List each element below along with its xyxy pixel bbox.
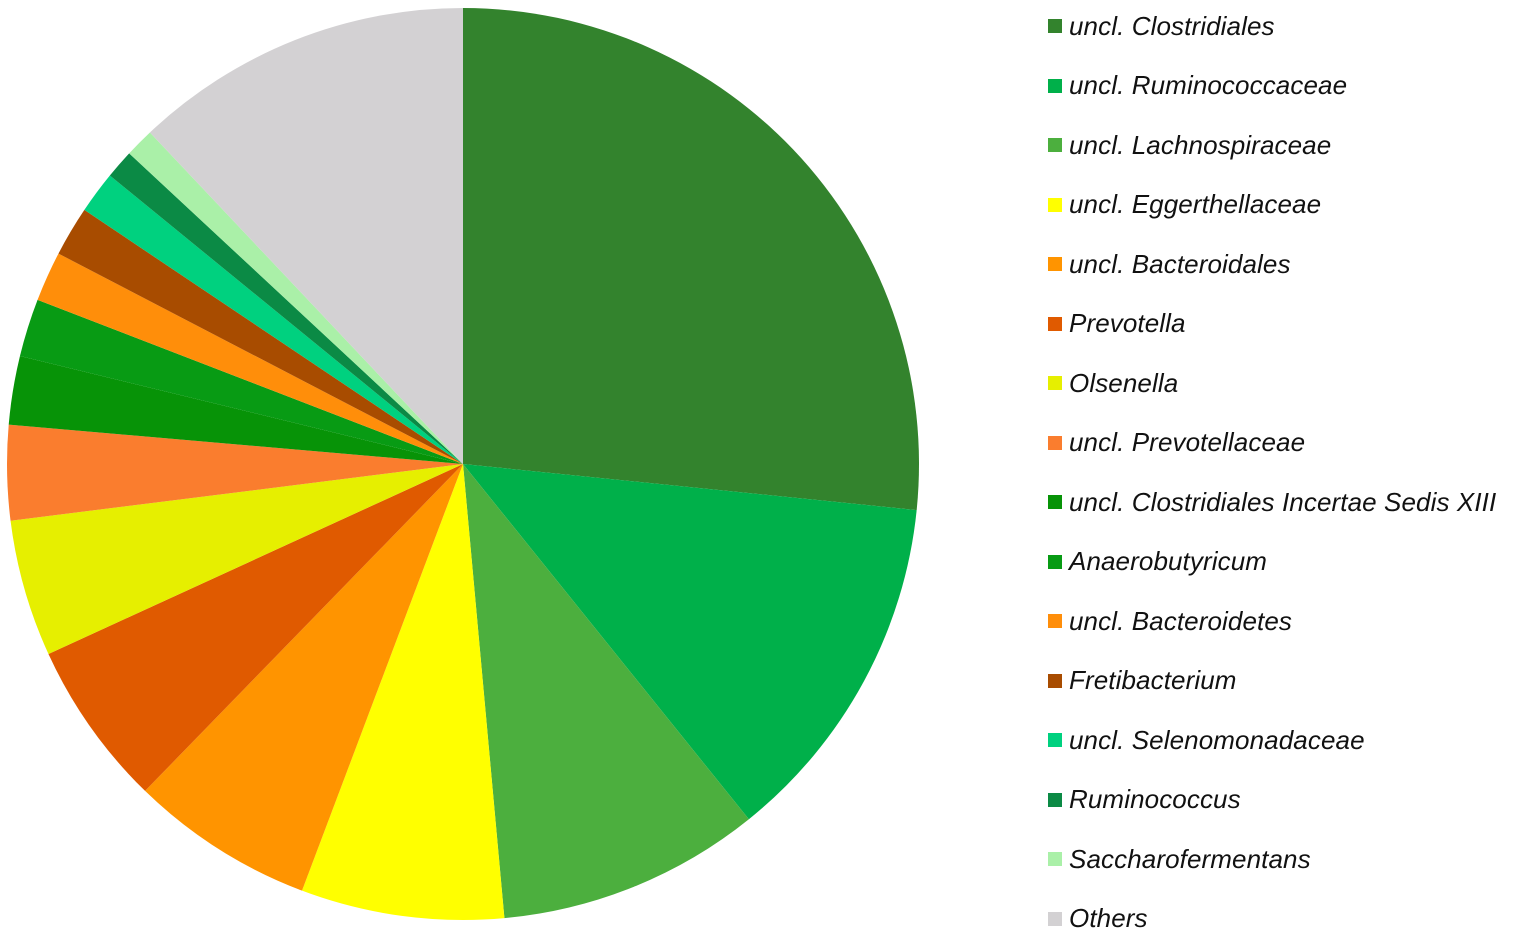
legend: uncl. Clostridiales uncl. Ruminococcaceae… xyxy=(1048,6,1535,933)
pie-slice-6 xyxy=(10,464,463,654)
legend-label: Others xyxy=(1069,903,1148,933)
legend-item: uncl. Prevotellaceae xyxy=(1048,423,1305,463)
pie-slice-7 xyxy=(7,424,464,521)
legend-item: uncl. Clostridiales Incertae Sedis XIII xyxy=(1048,482,1496,522)
legend-item: uncl. Selenomonadaceae xyxy=(1048,720,1365,760)
legend-item: Others xyxy=(1048,899,1148,939)
legend-swatch xyxy=(1048,852,1062,866)
legend-item: Anaerobutyricum xyxy=(1048,542,1267,582)
legend-swatch xyxy=(1048,733,1062,747)
legend-item: Fretibacterium xyxy=(1048,661,1237,701)
pie-slice-15 xyxy=(149,7,463,464)
legend-item: uncl. Ruminococcaceae xyxy=(1048,66,1347,106)
pie-slice-13 xyxy=(109,153,463,464)
legend-swatch xyxy=(1048,316,1062,331)
legend-label: Anaerobutyricum xyxy=(1069,546,1268,576)
legend-item: Olsenella xyxy=(1048,363,1178,403)
legend-label: Ruminococcus xyxy=(1069,784,1241,814)
legend-item: Saccharofermentans xyxy=(1048,839,1311,879)
legend-item: uncl. Lachnospiraceae xyxy=(1048,125,1331,165)
pie-slice-4 xyxy=(145,464,463,891)
legend-swatch xyxy=(1048,257,1062,271)
pie-slice-8 xyxy=(8,356,464,464)
legend-swatch xyxy=(1048,614,1062,628)
legend-swatch xyxy=(1048,495,1062,509)
legend-swatch xyxy=(1048,911,1062,926)
legend-label: uncl. Clostridiales Incertae Sedis XIII xyxy=(1069,486,1497,517)
legend-swatch xyxy=(1048,138,1062,152)
pie-slice-0 xyxy=(463,8,920,511)
pie-slice-10 xyxy=(37,253,464,464)
pie-slice-3 xyxy=(302,464,505,921)
legend-label: uncl. Ruminococcaceae xyxy=(1069,70,1348,100)
legend-item: uncl. Clostridiales xyxy=(1048,6,1275,46)
legend-label: Saccharofermentans xyxy=(1069,843,1311,874)
legend-swatch xyxy=(1048,554,1062,569)
legend-item: Prevotella xyxy=(1048,304,1186,344)
pie-slice-5 xyxy=(48,464,464,791)
legend-label: uncl. Eggerthellaceae xyxy=(1069,189,1322,219)
pie-slice-14 xyxy=(129,132,463,464)
legend-label: uncl. Lachnospiraceae xyxy=(1069,129,1332,160)
legend-swatch xyxy=(1048,197,1062,212)
legend-swatch xyxy=(1048,19,1062,33)
legend-label: uncl. Prevotellaceae xyxy=(1069,427,1306,457)
pie-slice-9 xyxy=(19,299,463,464)
legend-label: uncl. Selenomonadaceae xyxy=(1069,724,1365,755)
pie-slice-1 xyxy=(463,464,917,820)
legend-item: uncl. Bacteroidales xyxy=(1048,244,1291,284)
legend-swatch xyxy=(1048,78,1062,93)
legend-label: uncl. Bacteroidales xyxy=(1069,248,1291,279)
legend-label: Prevotella xyxy=(1069,308,1186,338)
legend-item: Ruminococcus xyxy=(1048,780,1241,820)
pie-plot-area xyxy=(7,7,920,921)
legend-item: uncl. Eggerthellaceae xyxy=(1048,185,1321,225)
legend-swatch xyxy=(1048,792,1062,807)
legend-swatch xyxy=(1048,376,1062,390)
legend-label: uncl. Bacteroidetes xyxy=(1069,605,1293,636)
pie-slice-12 xyxy=(84,175,464,464)
legend-swatch xyxy=(1048,673,1062,688)
legend-item: uncl. Bacteroidetes xyxy=(1048,601,1292,641)
pie-slice-11 xyxy=(58,209,463,464)
legend-swatch xyxy=(1048,435,1062,450)
legend-label: Fretibacterium xyxy=(1069,665,1237,695)
legend-label: uncl. Clostridiales xyxy=(1069,10,1275,41)
pie-slice-2 xyxy=(463,464,749,919)
legend-label: Olsenella xyxy=(1069,367,1179,398)
